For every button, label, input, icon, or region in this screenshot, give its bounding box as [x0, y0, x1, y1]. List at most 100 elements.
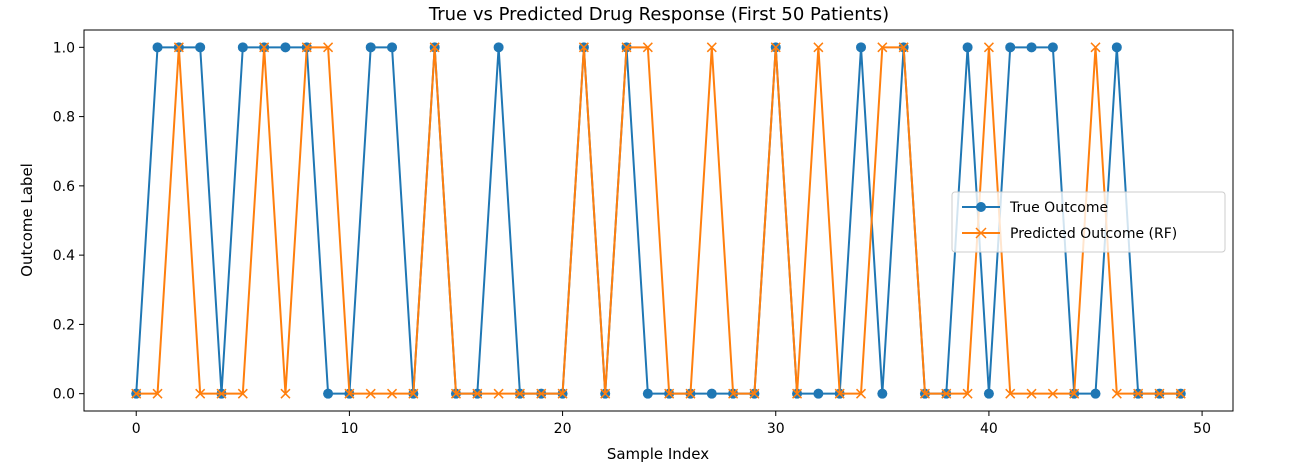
- data-point: [749, 388, 760, 399]
- data-point: [323, 42, 334, 53]
- chart-title: True vs Predicted Drug Response (First 5…: [428, 4, 889, 25]
- data-point: [919, 388, 930, 399]
- data-point: [1090, 42, 1101, 53]
- y-axis-title: Outcome Label: [18, 163, 36, 277]
- x-tick-label: 50: [1193, 421, 1211, 437]
- series-line: [135, 46, 1181, 395]
- data-point: [557, 388, 568, 399]
- data-point: [365, 42, 376, 53]
- data-point: [131, 388, 142, 399]
- data-point: [216, 388, 227, 399]
- data-point: [1005, 42, 1016, 53]
- plot-frame: [83, 29, 1234, 412]
- legend-entry-predicted: Predicted Outcome (RF): [962, 226, 1177, 242]
- data-point: [813, 388, 824, 399]
- data-point: [1133, 388, 1144, 399]
- data-point: [450, 388, 462, 399]
- data-point: [514, 388, 525, 399]
- data-point: [1175, 388, 1186, 399]
- data-point: [983, 388, 994, 399]
- data-point: [813, 42, 824, 53]
- data-point: [600, 388, 611, 399]
- y-tick-label: 0.4: [53, 248, 75, 264]
- x-tick-label: 30: [767, 421, 785, 437]
- data-point: [856, 42, 867, 53]
- legend-box: [951, 191, 1226, 253]
- data-point: [1069, 388, 1080, 399]
- data-point: [1005, 388, 1016, 399]
- data-point: [621, 42, 632, 53]
- data-point: [962, 42, 973, 53]
- data-point: [365, 388, 376, 399]
- y-tick-label: 0.0: [53, 387, 75, 403]
- x-axis-title: Sample Index: [607, 445, 709, 463]
- data-point: [1111, 388, 1122, 399]
- plot-area: [131, 42, 1186, 399]
- data-point: [1154, 388, 1165, 399]
- data-point: [941, 388, 952, 399]
- data-point: [877, 42, 888, 53]
- data-point: [536, 388, 547, 399]
- data-point: [195, 388, 206, 399]
- y-tick-label: 0.8: [53, 110, 75, 126]
- data-point: [983, 42, 994, 53]
- data-point: [834, 388, 845, 399]
- data-point: [728, 388, 739, 399]
- data-point: [152, 388, 163, 399]
- data-point: [323, 388, 334, 399]
- data-point: [642, 42, 653, 53]
- data-point: [1111, 42, 1122, 53]
- legend-marker-predicted: [975, 227, 987, 239]
- data-point: [237, 42, 248, 53]
- data-point: [280, 388, 291, 399]
- data-point: [855, 388, 867, 399]
- x-tick-label: 10: [340, 421, 358, 437]
- data-point: [301, 42, 312, 53]
- legend: True Outcome Predicted Outcome (RF): [951, 191, 1226, 253]
- x-tick-label: 40: [980, 421, 998, 437]
- data-point: [877, 388, 888, 399]
- data-point: [472, 388, 483, 399]
- series-line: [136, 46, 1181, 395]
- x-axis: 0 10 20 30 40 50: [132, 411, 1211, 437]
- legend-label-true: True Outcome: [1009, 200, 1108, 216]
- data-point: [408, 388, 419, 399]
- data-point: [1047, 388, 1058, 399]
- data-point: [578, 42, 589, 53]
- data-point: [1026, 388, 1037, 399]
- data-point: [280, 42, 291, 53]
- y-tick-label: 0.2: [53, 317, 75, 333]
- data-point: [685, 388, 696, 399]
- data-point: [792, 388, 803, 399]
- data-point: [706, 42, 717, 53]
- data-point: [195, 42, 206, 53]
- y-tick-label: 0.6: [53, 179, 75, 195]
- data-point: [493, 388, 504, 399]
- x-tick-label: 0: [132, 421, 141, 437]
- data-point: [493, 42, 504, 53]
- legend-marker-true: [976, 202, 986, 212]
- series-predicted-outcome: [131, 42, 1186, 399]
- x-tick-label: 20: [554, 421, 572, 437]
- data-point: [259, 42, 270, 53]
- legend-label-predicted: Predicted Outcome (RF): [1010, 226, 1177, 242]
- data-point: [1090, 388, 1101, 399]
- data-point: [237, 388, 248, 399]
- data-point: [387, 42, 398, 53]
- data-point: [706, 388, 717, 399]
- data-point: [152, 42, 163, 53]
- legend-entry-true: True Outcome: [962, 200, 1108, 216]
- y-axis: 0.0 0.2 0.4 0.6 0.8 1.0: [53, 40, 84, 403]
- data-point: [1047, 42, 1058, 53]
- data-point: [770, 42, 781, 53]
- data-point: [1026, 42, 1037, 53]
- data-point: [344, 388, 355, 399]
- data-point: [898, 42, 909, 53]
- data-point: [429, 42, 440, 53]
- data-point: [962, 388, 973, 399]
- data-point: [173, 42, 184, 53]
- y-tick-label: 1.0: [53, 40, 75, 56]
- data-point: [387, 388, 398, 399]
- data-point: [642, 388, 653, 399]
